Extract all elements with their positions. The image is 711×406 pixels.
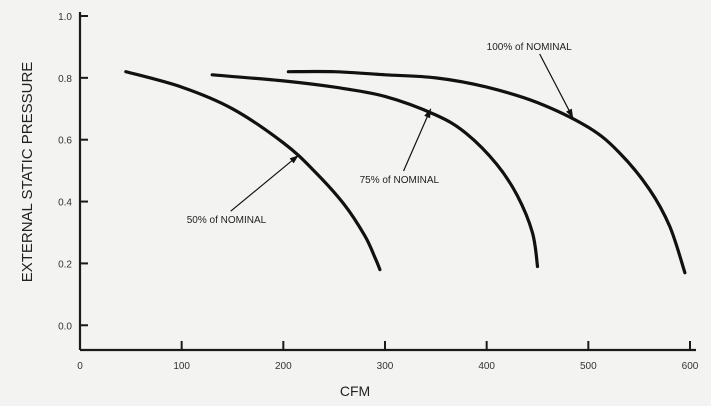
annotation-leader-2 (402, 108, 432, 172)
annotation-arrowhead-1 (289, 155, 299, 164)
x-tick-label: 500 (580, 361, 597, 372)
y-axis-ticks: 0.0 0.2 0.4 0.6 0.8 1.0 (58, 12, 88, 332)
y-tick-label: 0.8 (58, 74, 72, 85)
x-tick-label: 100 (173, 361, 190, 372)
series-curves (124, 69, 687, 275)
x-tick-label: 600 (682, 361, 699, 372)
annotation-leader-3 (539, 53, 574, 119)
series-annotations: 50% of NOMINAL 75% of NOMINAL 100% of NOMI… (187, 42, 574, 226)
y-axis-label: EXTERNAL STATIC PRESSURE (19, 62, 36, 283)
x-tick-label: 0 (77, 361, 83, 372)
series-label-2: 75% of NOMINAL (360, 175, 440, 186)
series-label-1: 50% of NOMINAL (187, 215, 267, 226)
x-axis-ticks: 0 100 200 300 400 500 600 (77, 341, 699, 372)
y-tick-label: 0.4 (58, 198, 72, 209)
y-tick-label: 1.0 (58, 12, 72, 23)
series-curve-3 (286, 69, 687, 275)
x-tick-label: 200 (275, 361, 292, 372)
x-axis-label: CFM (340, 383, 370, 399)
y-tick-label: 0.6 (58, 136, 72, 147)
x-tick-label: 300 (377, 361, 394, 372)
series-curve-2 (210, 73, 540, 269)
series-label-3: 100% of NOMINAL (487, 42, 572, 53)
y-tick-label: 0.0 (58, 321, 72, 332)
series-curve-1 (124, 70, 382, 272)
y-tick-label: 0.2 (58, 259, 72, 270)
annotation-arrowhead-3 (566, 108, 574, 119)
annotation-arrowhead-2 (424, 108, 431, 119)
annotation-leader-1 (230, 154, 299, 212)
x-tick-label: 400 (478, 361, 495, 372)
